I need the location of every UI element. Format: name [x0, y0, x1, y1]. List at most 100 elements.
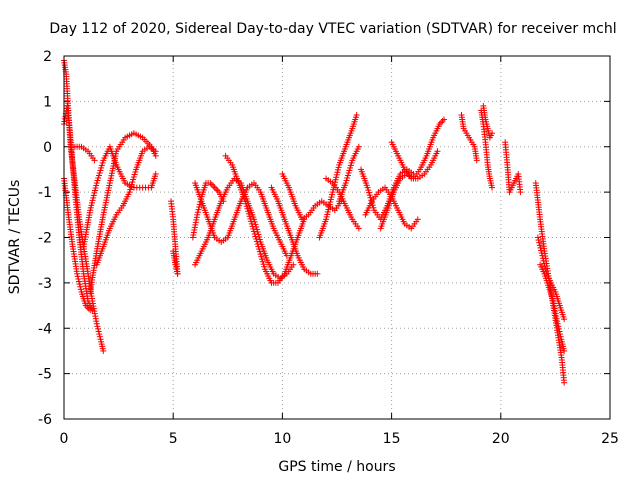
- x-tick-label: 5: [169, 431, 178, 447]
- data-point: [128, 181, 135, 188]
- data-point: [130, 174, 137, 180]
- grid: [64, 56, 610, 419]
- data-point: [91, 157, 98, 164]
- data-point: [366, 192, 373, 199]
- x-tick-label: 0: [60, 431, 69, 447]
- data-point: [242, 198, 249, 205]
- data-point: [541, 263, 548, 270]
- data-point: [364, 184, 371, 191]
- data-point: [98, 162, 105, 169]
- data-point: [196, 204, 203, 211]
- data-point: [211, 184, 218, 191]
- data-point: [439, 118, 446, 125]
- data-point: [152, 148, 159, 155]
- data-point: [127, 184, 134, 191]
- data-point: [259, 256, 266, 263]
- data-point: [556, 328, 563, 335]
- data-point: [256, 246, 263, 253]
- data-point: [246, 213, 253, 220]
- data-point: [94, 323, 101, 330]
- data-point: [254, 241, 261, 248]
- data-point: [250, 225, 257, 232]
- data-point: [93, 320, 100, 327]
- data-point: [99, 159, 106, 166]
- data-point: [255, 243, 262, 250]
- data-point: [539, 252, 546, 259]
- data-point: [561, 316, 568, 323]
- data-point: [247, 215, 254, 222]
- data-point: [129, 179, 136, 186]
- y-tick-label: -6: [38, 412, 52, 428]
- data-point: [535, 237, 542, 244]
- data-point: [220, 198, 227, 205]
- data-point: [253, 236, 260, 243]
- data-point: [343, 177, 350, 184]
- data-points: [61, 57, 568, 386]
- data-point: [538, 247, 545, 254]
- data-point: [210, 183, 217, 190]
- y-tick-label: -2: [38, 231, 52, 247]
- x-tick-label: 15: [383, 431, 401, 447]
- data-point: [345, 169, 352, 176]
- data-point: [367, 194, 374, 201]
- data-point: [97, 336, 104, 343]
- data-point: [252, 233, 259, 240]
- data-point: [87, 307, 94, 314]
- data-point: [132, 168, 139, 175]
- data-point: [94, 177, 101, 184]
- x-tick-label: 10: [273, 431, 291, 447]
- data-point: [344, 172, 351, 179]
- data-point: [348, 159, 355, 166]
- x-axis-label: GPS time / hours: [278, 459, 395, 475]
- data-point: [347, 162, 354, 169]
- data-point: [257, 251, 264, 258]
- data-point: [213, 186, 220, 193]
- data-point: [197, 196, 204, 203]
- data-point: [77, 283, 84, 290]
- data-point: [539, 255, 546, 262]
- data-point: [196, 201, 203, 208]
- y-tick-label: 2: [43, 49, 52, 65]
- data-point: [243, 200, 249, 207]
- data-point: [96, 331, 103, 338]
- data-point: [342, 180, 349, 187]
- data-point: [77, 286, 84, 293]
- data-point: [290, 261, 297, 268]
- data-point: [152, 170, 159, 177]
- data-point: [174, 270, 181, 277]
- data-point: [195, 206, 202, 213]
- y-tick-label: -4: [38, 321, 52, 337]
- data-point: [366, 189, 373, 196]
- data-point: [557, 331, 564, 338]
- data-point: [557, 333, 564, 340]
- y-tick-label: 0: [43, 140, 52, 156]
- data-point: [194, 211, 201, 218]
- data-point: [555, 325, 562, 332]
- data-point: [537, 244, 544, 251]
- data-point: [434, 148, 441, 155]
- data-point: [540, 257, 547, 264]
- data-point: [197, 198, 204, 205]
- data-point: [100, 347, 107, 354]
- data-point: [98, 164, 105, 171]
- data-point: [536, 242, 543, 249]
- data-point: [346, 167, 353, 174]
- data-point: [249, 223, 256, 230]
- data-point: [517, 189, 524, 196]
- y-tick-label: -5: [38, 367, 52, 383]
- data-point: [93, 180, 100, 187]
- data-point: [248, 218, 255, 225]
- data-point: [260, 261, 267, 268]
- data-point: [259, 258, 266, 265]
- data-point: [558, 336, 565, 343]
- data-point: [75, 278, 82, 285]
- y-tick-label: -1: [38, 185, 52, 201]
- data-point: [355, 225, 362, 232]
- data-point: [344, 175, 351, 182]
- data-point: [95, 328, 102, 335]
- data-point: [441, 116, 448, 123]
- data-point: [355, 143, 362, 150]
- data-point: [208, 181, 215, 188]
- data-point: [127, 186, 134, 193]
